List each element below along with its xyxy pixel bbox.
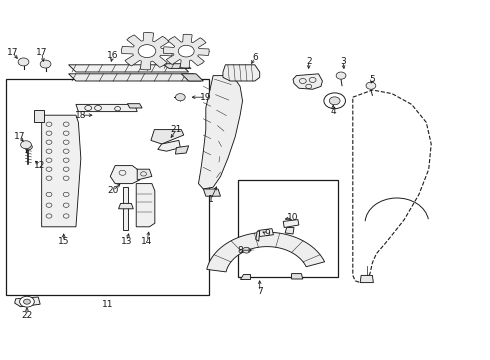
Polygon shape: [283, 220, 299, 228]
Text: 17: 17: [36, 48, 48, 57]
Polygon shape: [292, 274, 303, 279]
Polygon shape: [151, 130, 184, 144]
Text: 17: 17: [6, 48, 18, 57]
Circle shape: [178, 45, 194, 57]
Text: 16: 16: [107, 51, 119, 60]
Text: 22: 22: [22, 310, 32, 320]
Text: 1: 1: [208, 195, 214, 204]
Circle shape: [21, 141, 31, 149]
Circle shape: [324, 93, 345, 109]
Polygon shape: [136, 184, 155, 227]
Polygon shape: [285, 228, 294, 234]
Text: 7: 7: [257, 287, 263, 296]
Polygon shape: [163, 34, 209, 68]
Bar: [238, 180, 338, 277]
Text: 17: 17: [14, 132, 25, 141]
Text: 18: 18: [75, 111, 87, 120]
Text: 15: 15: [58, 237, 70, 246]
Polygon shape: [223, 65, 260, 81]
Text: 21: 21: [171, 125, 182, 134]
Polygon shape: [240, 274, 250, 279]
Polygon shape: [122, 32, 172, 70]
Polygon shape: [69, 65, 189, 72]
Polygon shape: [293, 74, 322, 89]
Text: 12: 12: [33, 161, 45, 170]
Polygon shape: [181, 74, 203, 81]
Circle shape: [366, 82, 376, 89]
Circle shape: [24, 299, 30, 304]
Polygon shape: [76, 104, 137, 112]
Text: 14: 14: [141, 237, 153, 246]
Circle shape: [18, 58, 29, 66]
Polygon shape: [198, 76, 243, 189]
Polygon shape: [127, 104, 142, 108]
Polygon shape: [207, 232, 324, 272]
Polygon shape: [162, 64, 191, 68]
Circle shape: [329, 97, 340, 105]
Text: 4: 4: [330, 107, 336, 116]
Text: 3: 3: [340, 57, 346, 66]
Polygon shape: [110, 166, 140, 184]
Circle shape: [20, 296, 34, 307]
Text: 9: 9: [264, 230, 270, 239]
Text: 20: 20: [107, 186, 119, 195]
Polygon shape: [256, 231, 260, 241]
Circle shape: [40, 60, 51, 68]
Text: 11: 11: [102, 300, 114, 309]
Circle shape: [138, 45, 156, 58]
Polygon shape: [360, 275, 373, 283]
Text: 8: 8: [237, 246, 243, 255]
Polygon shape: [203, 189, 220, 196]
Circle shape: [243, 247, 250, 253]
Bar: [6, 79, 209, 295]
Circle shape: [175, 94, 185, 101]
Polygon shape: [42, 115, 81, 227]
Polygon shape: [15, 297, 40, 307]
Polygon shape: [259, 229, 273, 237]
Polygon shape: [119, 203, 133, 209]
Polygon shape: [175, 146, 189, 154]
Text: 13: 13: [121, 237, 132, 246]
Text: 5: 5: [369, 75, 375, 84]
Text: 19: 19: [200, 93, 212, 102]
Polygon shape: [137, 169, 152, 180]
Circle shape: [24, 144, 32, 150]
Text: 6: 6: [252, 53, 258, 62]
Polygon shape: [34, 110, 44, 122]
Polygon shape: [69, 74, 201, 81]
Circle shape: [336, 72, 346, 79]
Text: 2: 2: [306, 57, 312, 66]
Polygon shape: [158, 140, 180, 151]
Text: 10: 10: [287, 213, 299, 222]
Polygon shape: [122, 187, 128, 230]
